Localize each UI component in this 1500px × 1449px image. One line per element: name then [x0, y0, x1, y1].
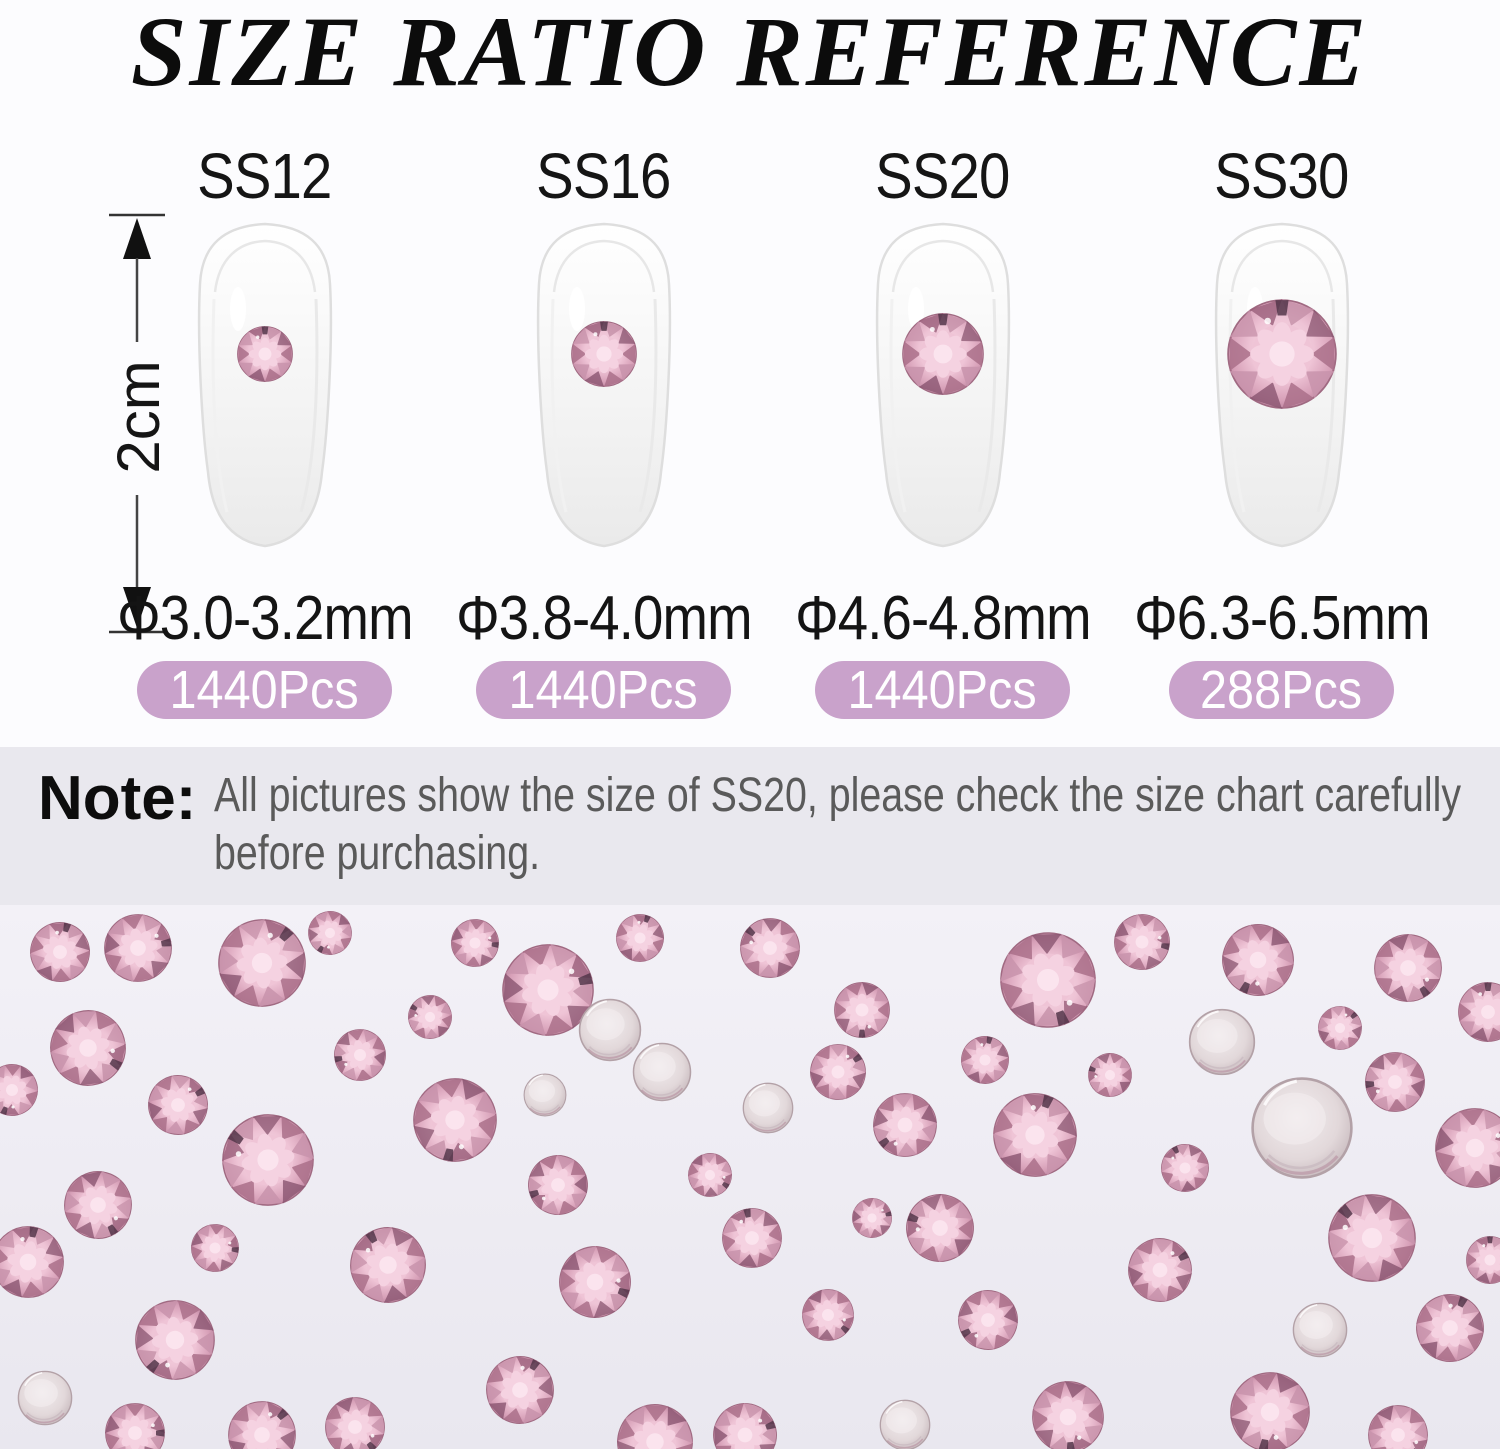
count-badge: 1440Pcs	[476, 661, 731, 719]
rhinestone-flatback-gem	[879, 1399, 931, 1449]
diameter-label: Φ3.0-3.2mm	[116, 584, 413, 653]
measure-label: 2cm	[105, 360, 172, 473]
size-column-ss12: SS12 Φ3.0-3.2mm 1440Pcs	[95, 140, 434, 719]
nail-tip-image	[175, 214, 355, 559]
diameter-label: Φ3.8-4.0mm	[455, 584, 752, 653]
rhinestones-photo	[0, 905, 1500, 1449]
nail-tip-image	[853, 214, 1033, 559]
count-badge: 1440Pcs	[137, 661, 392, 719]
size-label: SS16	[536, 140, 671, 212]
note-section: Note: All pictures show the size of SS20…	[0, 747, 1500, 905]
nail-tip-image	[514, 214, 694, 559]
size-label: SS20	[875, 140, 1010, 212]
nail-tip-icon	[197, 222, 332, 548]
size-column-ss16: SS16 Φ3.8-4.0mm 1440Pcs	[434, 140, 773, 719]
diameter-label: Φ6.3-6.5mm	[1133, 584, 1430, 653]
page-title: SIZE RATIO REFERENCE	[130, 0, 1370, 107]
size-label: SS12	[197, 140, 332, 212]
nail-tip-image	[1192, 214, 1372, 559]
note-label: Note:	[38, 764, 197, 833]
rhinestone-gem	[834, 981, 890, 1039]
rhinestone-flatback-gem	[1251, 1077, 1353, 1179]
note-line-1: All pictures show the size of SS20, plea…	[214, 769, 1462, 822]
rhinestone-flatback-gem	[523, 1073, 567, 1117]
measure-arrow-2cm: 2cm	[105, 213, 172, 634]
size-column-ss20: SS20 Φ4.6-4.8mm 1440Pcs	[773, 140, 1112, 719]
rhinestone-flatback-gem	[1188, 1008, 1256, 1076]
size-columns: SS12 Φ3.0-3.2mm 1440Pcs SS16 Φ3.8-4.0mm …	[95, 140, 1451, 719]
count-badge: 1440Pcs	[815, 661, 1070, 719]
rhinestone-gem-icon	[570, 321, 637, 387]
arrow-up-icon	[123, 218, 151, 259]
size-column-ss30: SS30 Φ6.3-6.5mm 288Pcs	[1112, 140, 1451, 719]
rhinestone-flatback-gem	[1292, 1302, 1348, 1358]
rhinestone-flatback-gem	[632, 1042, 692, 1102]
note-line-2: before purchasing.	[214, 827, 541, 880]
size-label: SS30	[1214, 140, 1349, 212]
count-badge: 288Pcs	[1169, 661, 1394, 719]
rhinestone-gem-icon	[901, 313, 984, 395]
diameter-label: Φ4.6-4.8mm	[794, 584, 1091, 653]
rhinestone-flatback-gem	[742, 1082, 794, 1134]
note-text: All pictures show the size of SS20, plea…	[214, 767, 1461, 883]
rhinestone-flatback-gem	[17, 1370, 73, 1426]
rhinestone-gem-icon	[1226, 299, 1337, 409]
rhinestone-flatback-gem	[578, 998, 642, 1062]
rhinestone-gem-icon	[236, 326, 293, 382]
arrow-down-icon	[123, 587, 151, 628]
